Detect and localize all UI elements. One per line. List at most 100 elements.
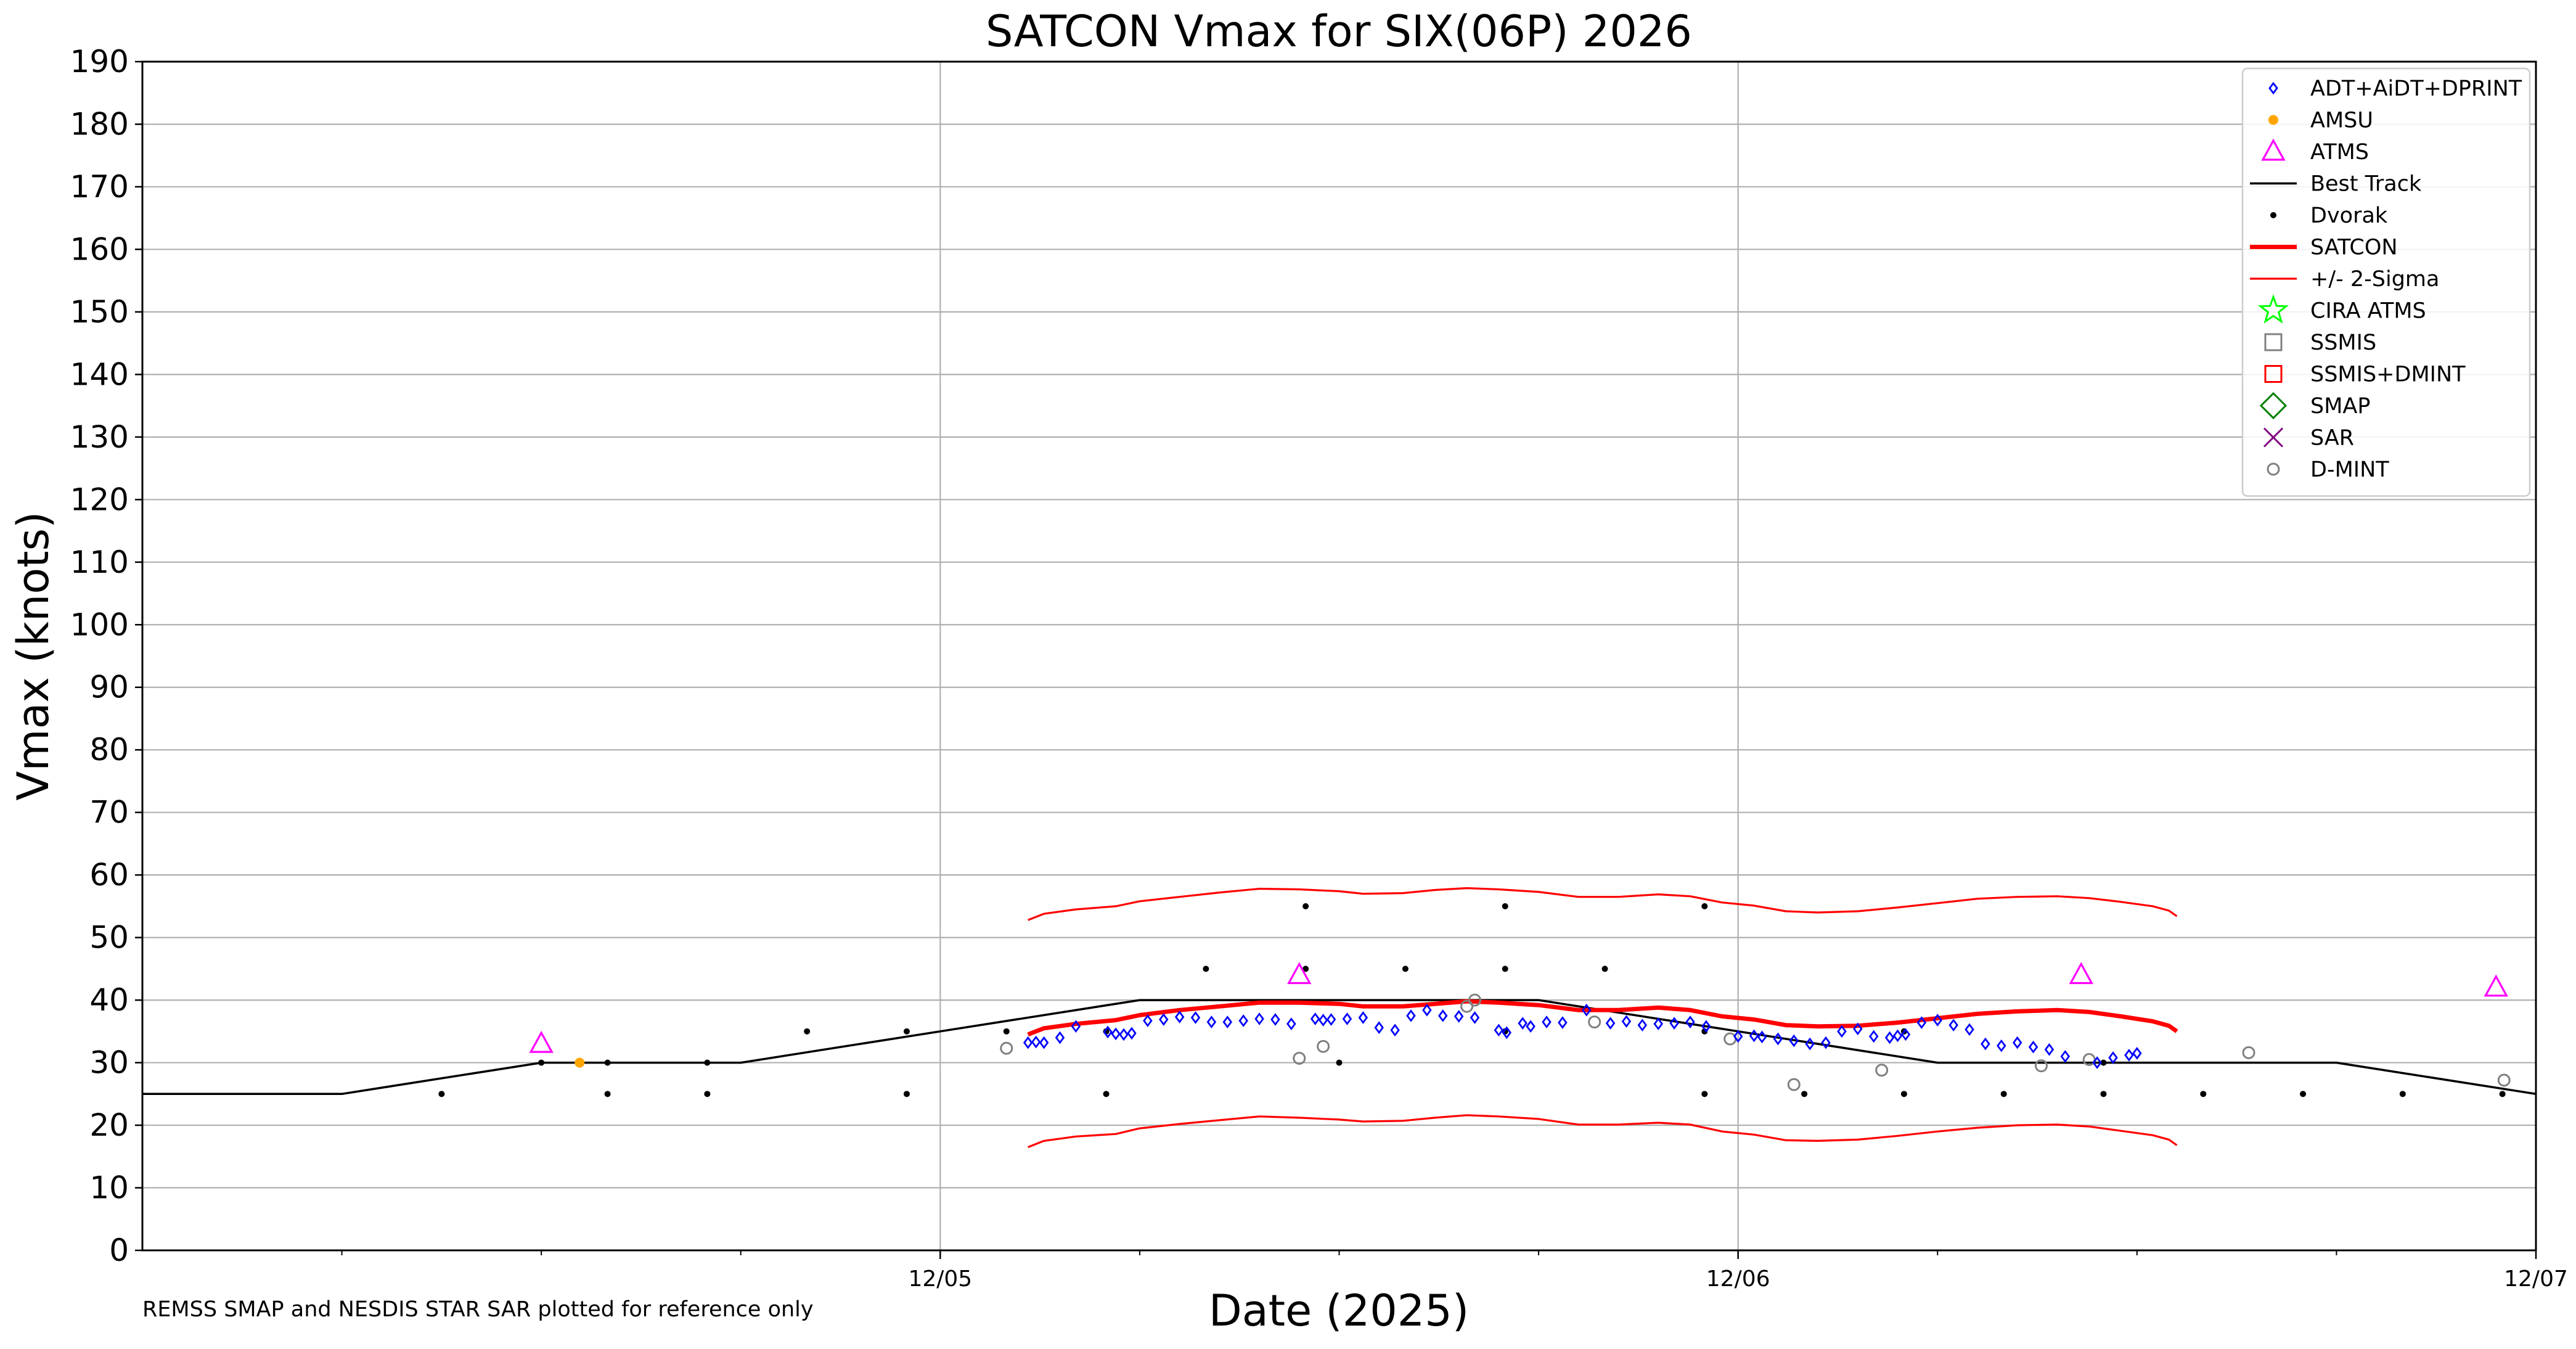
adt-aidt-dprint-point	[1103, 1025, 1113, 1039]
y-tick-label: 70	[89, 795, 129, 830]
d-mint-point	[1588, 1015, 1601, 1029]
y-tick-label: 170	[70, 169, 129, 205]
adt-aidt-dprint-point	[1310, 1012, 1320, 1025]
dvorak-point	[438, 1091, 445, 1097]
satcon-line	[1027, 999, 2178, 1037]
dvorak-point	[1900, 1091, 1907, 1097]
amsu-point	[574, 1057, 585, 1068]
adt-aidt-dprint-point	[1789, 1034, 1799, 1048]
legend-item-2-sigma: +/- 2-Sigma	[2250, 267, 2439, 292]
adt-aidt-dprint-point	[1494, 1023, 1504, 1037]
adt-aidt-dprint-point	[1948, 1019, 1958, 1032]
adt-aidt-dprint-point	[1374, 1021, 1384, 1035]
y-tick-label: 50	[89, 920, 129, 956]
adt-aidt-dprint-point	[1326, 1013, 1336, 1026]
dvorak-point	[2300, 1091, 2307, 1097]
dvorak-point	[1801, 1091, 1808, 1097]
d-mint-point	[2242, 1046, 2255, 1059]
legend-swatch	[2264, 365, 2283, 383]
y-tick-label: 10	[89, 1170, 129, 1206]
adt-aidt-dprint-point	[1470, 1011, 1480, 1024]
adt-aidt-dprint-point	[1637, 1019, 1648, 1032]
adt-aidt-dprint-point	[1518, 1017, 1527, 1030]
adt-aidt-dprint-point	[1981, 1037, 1990, 1051]
dvorak-point	[1103, 1091, 1110, 1097]
legend-item-sar: SAR	[2263, 426, 2354, 451]
atms-point	[2069, 962, 2093, 985]
adt-aidt-dprint-point	[1653, 1017, 1663, 1030]
adt-aidt-dprint-point	[1542, 1015, 1552, 1028]
chart-title: SATCON Vmax for SIX(06P) 2026	[986, 6, 1692, 57]
atms-point	[529, 1030, 554, 1053]
x-axis: 12/05 12/06 12/07	[341, 1250, 2568, 1292]
footnote: REMSS SMAP and NESDIS STAR SAR plotted f…	[142, 1297, 814, 1322]
adt-aidt-dprint-point	[1119, 1028, 1129, 1041]
legend-swatch	[2267, 462, 2280, 476]
dvorak-point	[1502, 903, 1508, 909]
d-mint-point	[1293, 1051, 1306, 1065]
adt-aidt-dprint-point	[1286, 1017, 1296, 1030]
legend-swatch-stroke	[2263, 427, 2284, 448]
adt-aidt-dprint-point	[1222, 1015, 1233, 1028]
dvorak-point	[2499, 1091, 2506, 1097]
adt-aidt-dprint-point	[1997, 1039, 2006, 1052]
legend-item-amsu: AMSU	[2268, 109, 2373, 133]
y-tick-label: 0	[109, 1232, 129, 1268]
adt-aidt-dprint-point	[1805, 1037, 1815, 1051]
adt-aidt-dprint-point	[1900, 1028, 1911, 1041]
dvorak-point	[1402, 966, 1409, 972]
adt-aidt-dprint-point	[1438, 1009, 1448, 1022]
x-tick-label: 12/07	[2504, 1266, 2568, 1292]
2-sigma-line	[1028, 887, 2178, 921]
dvorak-point	[704, 1059, 711, 1066]
legend-box	[2241, 67, 2531, 497]
series-adt-aidt-dprint	[1023, 1004, 2142, 1069]
adt-aidt-dprint-point	[2132, 1047, 2142, 1060]
legend-swatch	[2261, 138, 2286, 161]
y-tick-label: 190	[70, 44, 129, 80]
y-tick-label: 120	[70, 482, 129, 517]
legend-item-atms: ATMS	[2261, 138, 2369, 165]
dvorak-point	[604, 1091, 611, 1097]
legend-swatch	[2270, 212, 2276, 218]
adt-aidt-dprint-point	[1342, 1012, 1352, 1025]
adt-aidt-dprint-point	[1454, 1010, 1464, 1023]
series-2-sigma	[1028, 887, 2178, 921]
legend-item-cira-atms: CIRA ATMS	[2257, 294, 2426, 324]
d-mint-point	[1468, 993, 1482, 1007]
y-tick-label: 20	[89, 1107, 129, 1143]
adt-aidt-dprint-point	[1932, 1014, 1942, 1027]
adt-aidt-dprint-point	[1749, 1029, 1759, 1043]
legend-item-satcon: SATCON	[2250, 236, 2398, 260]
legend-item-smap: SMAP	[2259, 392, 2370, 420]
dvorak-point	[604, 1059, 611, 1066]
y-tick-label: 80	[89, 732, 129, 768]
adt-aidt-dprint-point	[1422, 1004, 1432, 1017]
d-mint-point	[1000, 1041, 1013, 1055]
dvorak-point	[1701, 1091, 1708, 1097]
legend-swatch	[2257, 294, 2289, 324]
dvorak-point	[2100, 1059, 2107, 1066]
dvorak-point	[1601, 966, 1608, 972]
y-tick-label: 100	[70, 607, 129, 642]
y-tick-label: 180	[70, 106, 129, 142]
d-mint-point	[2035, 1059, 2048, 1073]
legend-label: CIRA ATMS	[2310, 299, 2426, 324]
adt-aidt-dprint-point	[1581, 1004, 1592, 1017]
adt-aidt-dprint-point	[2028, 1040, 2038, 1054]
adt-aidt-dprint-point	[1111, 1027, 1121, 1041]
adt-aidt-dprint-point	[1884, 1031, 1895, 1044]
adt-aidt-dprint-point	[1701, 1020, 1711, 1033]
dvorak-point	[2200, 1091, 2207, 1097]
x-tick-label: 12/05	[908, 1266, 972, 1292]
adt-aidt-dprint-point	[1853, 1022, 1863, 1036]
legend-label: Dvorak	[2310, 203, 2388, 228]
series-layer	[142, 887, 2537, 1149]
dvorak-point	[1203, 966, 1209, 972]
adt-aidt-dprint-point	[1558, 1016, 1568, 1029]
legend-item-ssmis: SSMIS	[2264, 330, 2376, 355]
y-tick-label: 30	[89, 1045, 129, 1081]
legend-swatch	[2268, 81, 2278, 95]
series-atms	[529, 962, 2508, 1053]
adt-aidt-dprint-point	[1733, 1030, 1743, 1043]
